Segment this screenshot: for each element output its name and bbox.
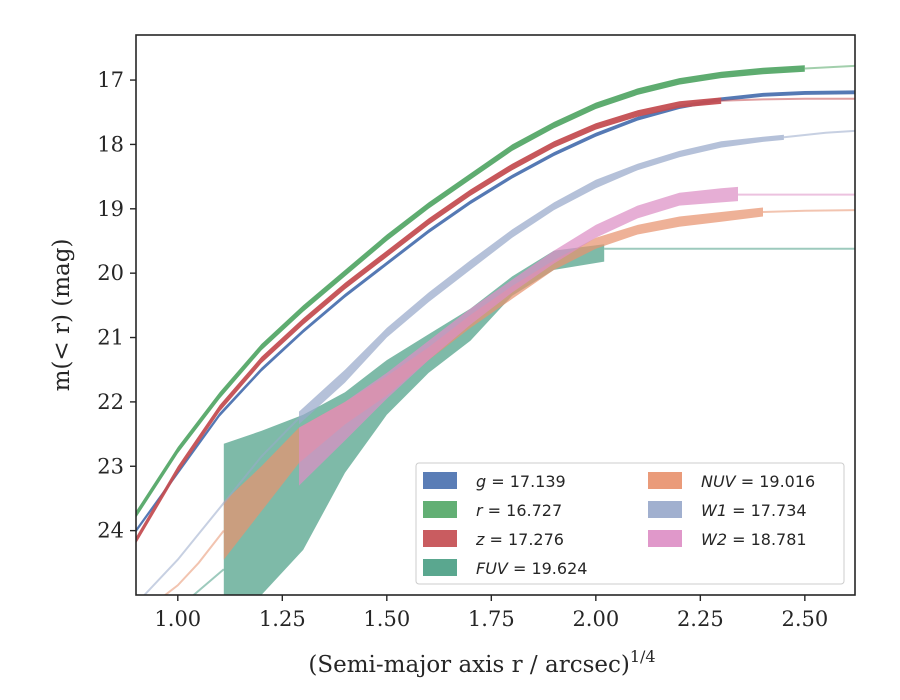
series-w1 (143, 129, 855, 595)
legend-label: g = 17.139 (476, 472, 566, 491)
legend-label: NUV = 19.016 (701, 472, 815, 491)
x-tick-label: 2.50 (781, 607, 828, 631)
series-nuv-tail-line (762, 209, 855, 213)
y-tick-label: 18 (97, 132, 124, 156)
y-tick-label: 20 (97, 261, 124, 285)
legend-frame (415, 462, 845, 585)
legend-swatch (648, 472, 682, 489)
series-fuv-lead-line (192, 568, 225, 595)
y-tick-label: 19 (97, 197, 124, 221)
legend-item-w1: W1 = 17.734 (648, 501, 807, 520)
x-tick-label: 2.25 (677, 607, 724, 631)
legend-swatch (423, 472, 457, 489)
x-tick-label: 2.00 (572, 607, 619, 631)
y-tick-label: 21 (97, 326, 124, 350)
legend-swatch (423, 530, 457, 547)
legend-label: r = 16.727 (476, 501, 562, 520)
series-fuv (192, 244, 855, 595)
legend-swatch (423, 501, 457, 518)
legend-item-nuv: NUV = 19.016 (648, 472, 815, 491)
legend-label: W1 = 17.734 (701, 501, 807, 520)
y-axis: 17 18 19 20 21 22 23 24 (97, 68, 136, 543)
x-tick-label: 1.25 (259, 607, 306, 631)
legend-item-fuv: FUV = 19.624 (423, 559, 587, 578)
y-axis-label: m(< r) (mag) (49, 239, 75, 392)
legend-item-w2: W2 = 18.781 (648, 530, 807, 549)
y-tick-label: 24 (97, 519, 124, 543)
x-axis-label-exponent: 1/4 (630, 647, 656, 666)
legend: g = 17.139 r = 16.727 z = 17.276 FUV = 19.6… (415, 462, 845, 585)
legend-item-z: z = 17.276 (423, 530, 564, 549)
legend-label: z = 17.276 (475, 530, 564, 549)
series-r (136, 64, 855, 518)
x-tick-label: 1.75 (468, 607, 515, 631)
series-w2 (299, 186, 855, 486)
x-axis: 1.00 1.25 1.50 1.75 2.00 2.25 2.50 (154, 595, 828, 631)
y-tick-label: 22 (97, 390, 124, 414)
series-fuv-band (223, 244, 605, 595)
series-w1-lead-line (143, 417, 300, 595)
legend-swatch (648, 530, 682, 547)
legend-label: W2 = 18.781 (701, 530, 807, 549)
x-tick-label: 1.50 (363, 607, 410, 631)
plot-frame (135, 34, 856, 596)
legend-swatch (423, 559, 457, 576)
series-z (136, 97, 855, 544)
series-r-tail-line (804, 64, 855, 70)
y-tick-label: 17 (97, 68, 124, 92)
series-w1-tail-line (783, 129, 855, 139)
series-z-tail-line (721, 97, 855, 102)
x-axis-label: (Semi-major axis r / arcsec)1/4 (308, 647, 655, 678)
y-tick-label: 23 (97, 454, 124, 478)
series-layer (136, 64, 855, 595)
series-nuv (163, 207, 855, 595)
legend-swatch (648, 501, 682, 518)
legend-label: FUV = 19.624 (476, 559, 587, 578)
legend-item-g: g = 17.139 (423, 472, 566, 491)
x-tick-label: 1.00 (154, 607, 201, 631)
legend-item-r: r = 16.727 (423, 501, 562, 520)
series-nuv-lead-line (163, 529, 225, 595)
